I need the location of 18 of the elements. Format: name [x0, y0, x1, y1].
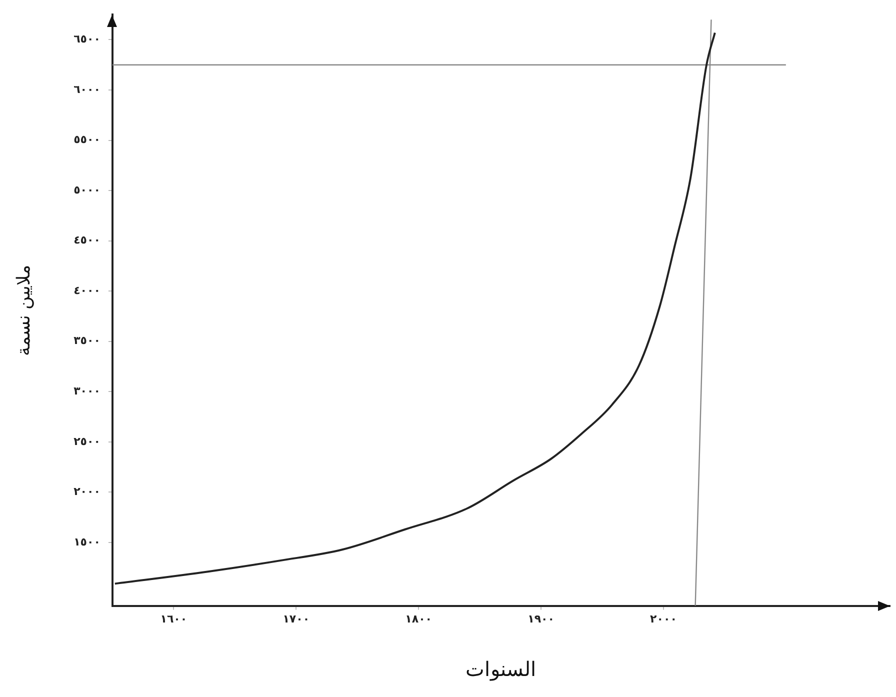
x-axis-title: السنوات: [466, 657, 537, 682]
y-tick-label: ١٥٠٠: [74, 535, 100, 548]
y-tick-label: ٦٠٠٠: [74, 82, 100, 96]
y-tick-label: ٤٥٠٠: [74, 234, 100, 247]
y-axis-title: ملايين نسمة: [13, 264, 34, 356]
x-tick-label: ١٨٠٠: [405, 612, 432, 626]
y-tick-label: ٣٥٠٠: [74, 334, 100, 348]
y-tick-label: ٥٠٠٠: [74, 183, 100, 196]
y-tick-label: ٥٥٠٠: [74, 133, 100, 146]
y-tick-label: ٤٠٠٠: [74, 284, 100, 297]
y-tick-label: ٢٠٠٠: [74, 485, 100, 498]
y-tick-label: ٦٥٠٠: [74, 32, 100, 46]
x-tick-label: ٢٠٠٠: [650, 612, 677, 626]
x-tick-label: ١٦٠٠: [160, 612, 188, 626]
x-tick-label: ١٧٠٠: [282, 612, 310, 626]
y-tick-label: ٣٠٠٠: [74, 384, 100, 398]
x-tick-label: ١٩٠٠: [528, 612, 554, 626]
y-tick-label: ٢٥٠٠: [74, 434, 100, 448]
